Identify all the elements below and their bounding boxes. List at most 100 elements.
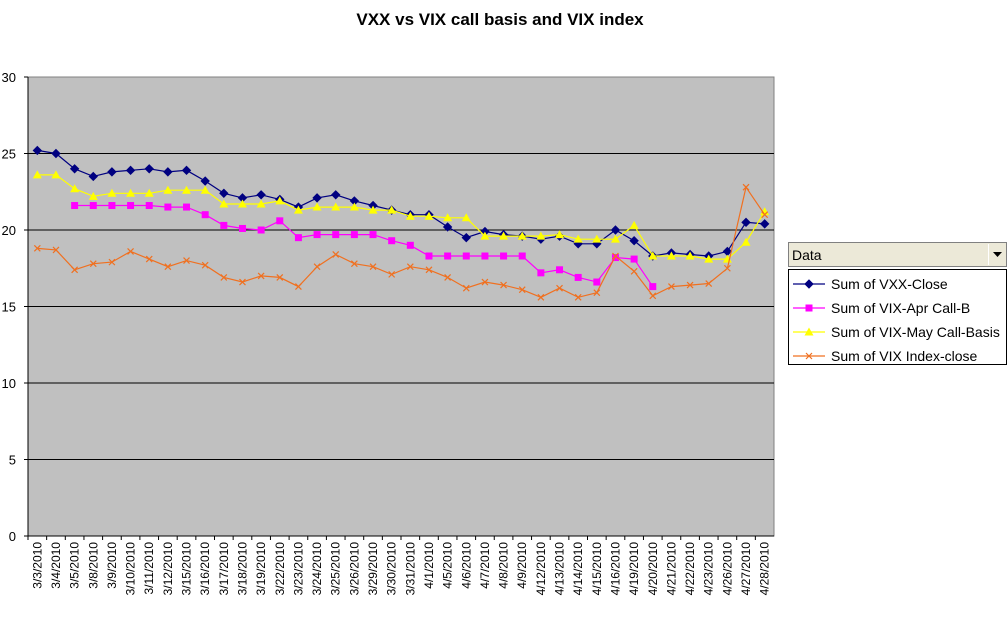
x-tick-label: 3/15/2010 [180,542,194,596]
data-point [518,252,526,260]
data-point [574,273,582,281]
y-tick-label: 10 [2,376,16,391]
data-point [239,278,246,286]
data-point [442,222,453,232]
x-tick-label: 4/21/2010 [664,542,678,596]
data-point [69,164,80,174]
x-tick-label: 4/13/2010 [553,542,567,596]
data-point [349,202,359,211]
data-point [89,202,97,210]
data-point [424,211,434,220]
data-point [350,231,358,239]
chevron-down-icon[interactable] [988,244,1005,265]
x-tick-label: 4/8/2010 [497,542,511,589]
data-point [593,278,601,286]
legend-item: Sum of VIX Index-close [789,344,1006,368]
data-point [144,164,154,174]
data-point [610,225,621,235]
data-point [331,202,341,211]
legend-swatch-may [793,327,825,336]
data-point [201,211,209,219]
data-point [406,263,414,271]
data-point [33,244,41,252]
data-point [630,255,638,263]
x-tick-label: 3/26/2010 [347,542,361,596]
x-tick-label: 4/7/2010 [478,542,492,589]
data-point [629,220,639,229]
data-point [89,260,97,268]
data-point [145,255,153,263]
data-point [164,203,172,211]
y-tick-label: 20 [2,223,16,238]
legend-label: Sum of VXX-Close [831,276,948,292]
data-point [481,278,489,286]
data-point [723,264,731,272]
x-tick-label: 3/4/2010 [49,542,63,589]
data-point [312,193,322,203]
x-tick-label: 3/3/2010 [30,542,44,589]
data-point [443,213,453,222]
x-tick-label: 4/1/2010 [422,542,436,589]
x-tick-label: 4/16/2010 [608,542,622,596]
x-tick-label: 3/10/2010 [124,542,138,596]
data-point [145,202,153,210]
data-point [220,221,228,229]
data-point [759,219,770,229]
y-tick-label: 15 [2,300,16,315]
legend-label: Sum of VIX Index-close [831,348,978,364]
data-point [593,289,601,297]
legend-header-label: Data [792,246,822,263]
legend-items: Sum of VXX-Close Sum of VIX-Apr Call-B S… [788,269,1007,365]
data-point [369,263,377,271]
data-point [332,251,340,258]
x-tick-label: 4/9/2010 [515,542,529,589]
x-tick-label: 3/9/2010 [105,542,119,589]
data-point [181,165,192,176]
series-2 [32,170,770,263]
legend: Data Sum of VXX-Close Sum of VIX-Apr Cal… [788,242,1007,365]
data-point [107,167,117,177]
data-point [537,269,545,277]
data-point [444,252,452,260]
x-tick-label: 4/26/2010 [720,542,734,596]
x-tick-label: 3/11/2010 [142,542,156,595]
data-point [183,203,191,211]
legend-data-dropdown[interactable]: Data [788,242,1007,267]
data-point [461,232,471,243]
x-tick-label: 3/8/2010 [86,542,100,589]
legend-swatch-vxx [793,279,825,289]
data-point [805,304,813,312]
y-tick-label: 0 [9,529,16,544]
data-point [144,188,154,197]
data-point [556,284,563,292]
data-point [294,234,302,242]
x-tick-label: 4/20/2010 [646,542,660,596]
x-tick-label: 4/19/2010 [627,542,641,596]
data-point [610,234,620,243]
data-point [219,188,229,198]
data-point [200,176,210,186]
data-point [480,231,490,240]
data-point [88,171,98,182]
x-tick-label: 3/29/2010 [366,542,380,596]
data-point [612,252,619,260]
data-point [219,199,229,208]
data-point [406,241,414,249]
data-point [107,188,117,197]
x-tick-label: 4/5/2010 [441,542,455,589]
series-line [37,185,766,298]
data-point [88,191,98,200]
data-point [350,260,358,268]
data-point [630,267,638,275]
data-point [685,251,695,260]
data-point [200,185,210,194]
data-point [51,170,61,179]
x-tick-label: 3/19/2010 [254,542,268,596]
data-point [761,211,769,219]
data-point [108,258,116,266]
data-point [573,234,583,243]
data-point [276,217,284,225]
data-point [70,184,80,193]
legend-label: Sum of VIX-Apr Call-B [831,300,971,316]
data-point [741,237,751,246]
